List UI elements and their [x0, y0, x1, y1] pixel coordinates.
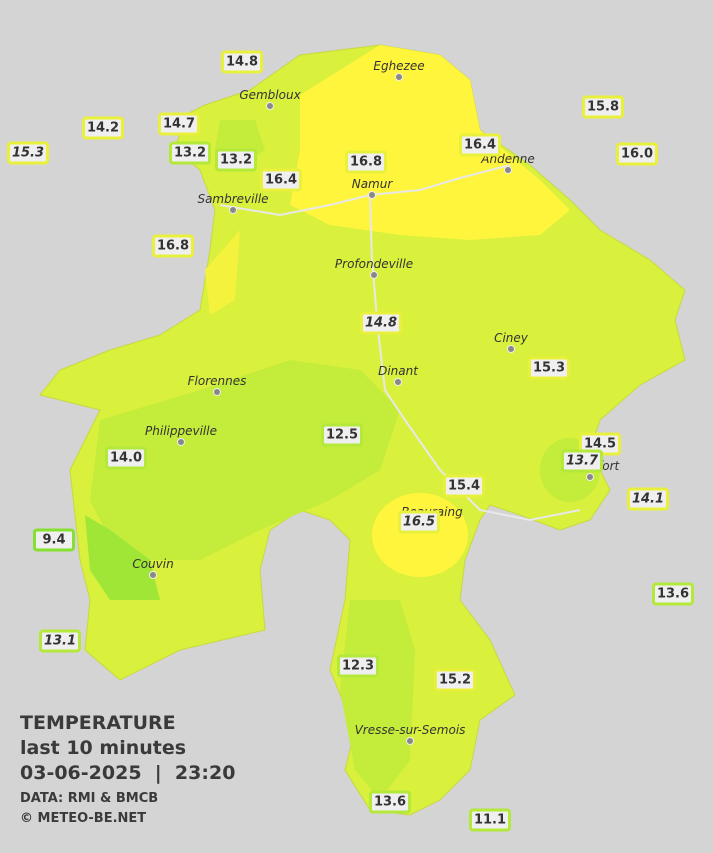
city-label: Gembloux	[239, 88, 301, 102]
station-label: 13.6	[369, 790, 411, 814]
warm-zone	[372, 493, 468, 577]
station-label: 13.2	[215, 148, 257, 172]
city-label: Namur	[351, 177, 393, 191]
warm-zone	[290, 45, 570, 240]
station-label: 14.8	[221, 50, 263, 74]
city-label: Ciney	[494, 331, 528, 345]
legend-datetime: 03-06-2025 | 23:20	[20, 762, 236, 784]
cool-zone	[340, 600, 415, 800]
station-label: 15.3	[7, 141, 49, 165]
cold-zone	[85, 515, 160, 600]
station-label: 14.2	[82, 116, 124, 140]
station-label: 16.0	[616, 142, 658, 166]
legend-subtitle: last 10 minutes	[20, 737, 187, 759]
station-label: 16.8	[152, 234, 194, 258]
station-label: 12.5	[321, 423, 363, 447]
city-dot	[406, 737, 414, 745]
city-dot	[504, 166, 512, 174]
station-label: 16.4	[260, 168, 302, 192]
station-label: 15.2	[434, 668, 476, 692]
warm-zone	[205, 230, 240, 315]
city-dot	[177, 438, 185, 446]
city-dot	[213, 388, 221, 396]
station-label: 11.1	[469, 808, 511, 832]
city-dot	[395, 73, 403, 81]
station-label: 14.1	[627, 487, 669, 511]
city-dot	[586, 473, 594, 481]
station-label: 13.6	[652, 582, 694, 606]
city-dot	[229, 206, 237, 214]
station-label: 14.0	[105, 446, 147, 470]
city-label: Couvin	[132, 557, 174, 571]
city-label: Sambreville	[197, 192, 269, 206]
station-label: 16.8	[345, 150, 387, 174]
station-label: 13.2	[169, 141, 211, 165]
station-label: 16.4	[459, 133, 501, 157]
station-label: 14.8	[360, 311, 402, 335]
legend-copyright: © METEO-BE.NET	[20, 811, 147, 826]
city-dot	[394, 378, 402, 386]
station-label: 13.7	[561, 449, 603, 473]
station-label: 16.5	[398, 510, 440, 534]
station-label: 14.7	[158, 112, 200, 136]
station-label: 15.3	[528, 356, 570, 380]
city-dot	[370, 271, 378, 279]
station-label: 12.3	[337, 654, 379, 678]
city-label: Dinant	[378, 364, 418, 378]
city-label: Eghezee	[373, 59, 425, 73]
station-label: 15.8	[582, 95, 624, 119]
city-label: Vresse-sur-Semois	[354, 723, 466, 737]
city-dot	[507, 345, 515, 353]
city-dot	[266, 102, 274, 110]
city-label: Florennes	[187, 374, 247, 388]
city-dot	[368, 191, 376, 199]
city-dot	[149, 571, 157, 579]
city-label: Philippeville	[145, 424, 217, 438]
legend-title: TEMPERATURE	[20, 712, 176, 734]
station-label: 15.4	[443, 474, 485, 498]
station-label: 13.1	[39, 629, 81, 653]
cool-zone	[90, 360, 400, 560]
city-label: Profondeville	[334, 257, 414, 271]
station-label: 9.4	[33, 528, 75, 552]
legend-source: DATA: RMI & BMCB	[20, 791, 159, 806]
